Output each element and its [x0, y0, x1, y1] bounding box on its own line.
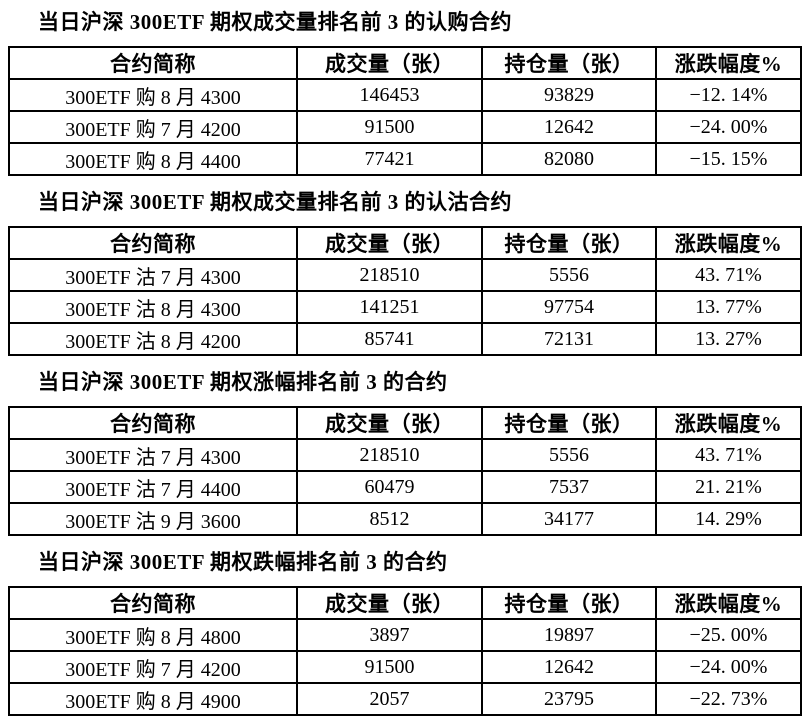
cell-contract-name: 300ETF 购 8 月 4900 — [8, 682, 298, 716]
header-row: 合约简称 成交量（张） 持仓量（张） 涨跌幅度% — [8, 586, 802, 620]
cell-change-pct: 21. 21% — [655, 470, 802, 504]
column-header-volume: 成交量（张） — [296, 46, 483, 80]
cell-change-pct: −24. 00% — [655, 650, 802, 684]
cell-change-pct: −15. 15% — [655, 142, 802, 176]
puts-volume-table: 合约简称 成交量（张） 持仓量（张） 涨跌幅度% 300ETF 沽 7 月 43… — [8, 226, 802, 356]
column-header-open-interest: 持仓量（张） — [481, 46, 657, 80]
cell-open-interest: 12642 — [481, 110, 657, 144]
header-row: 合约简称 成交量（张） 持仓量（张） 涨跌幅度% — [8, 46, 802, 80]
table-row: 300ETF 购 8 月 4800 3897 19897 −25. 00% — [8, 618, 802, 652]
section-volume-top3-calls: 当日沪深 300ETF 期权成交量排名前 3 的认购合约 合约简称 成交量（张）… — [0, 10, 809, 176]
cell-contract-name: 300ETF 沽 7 月 4300 — [8, 438, 298, 472]
table-row: 300ETF 沽 9 月 3600 8512 34177 14. 29% — [8, 502, 802, 536]
column-header-open-interest: 持仓量（张） — [481, 226, 657, 260]
section-top3-gainers: 当日沪深 300ETF 期权涨幅排名前 3 的合约 合约简称 成交量（张） 持仓… — [0, 370, 809, 536]
cell-open-interest: 7537 — [481, 470, 657, 504]
header-row: 合约简称 成交量（张） 持仓量（张） 涨跌幅度% — [8, 226, 802, 260]
cell-volume: 2057 — [296, 682, 483, 716]
table-row: 300ETF 购 7 月 4200 91500 12642 −24. 00% — [8, 650, 802, 684]
column-header-contract-name: 合约简称 — [8, 46, 298, 80]
column-header-contract-name: 合约简称 — [8, 226, 298, 260]
cell-volume: 85741 — [296, 322, 483, 356]
column-header-open-interest: 持仓量（张） — [481, 406, 657, 440]
column-header-volume: 成交量（张） — [296, 226, 483, 260]
cell-volume: 3897 — [296, 618, 483, 652]
table-row: 300ETF 沽 7 月 4400 60479 7537 21. 21% — [8, 470, 802, 504]
table-row: 300ETF 购 7 月 4200 91500 12642 −24. 00% — [8, 110, 802, 144]
column-header-contract-name: 合约简称 — [8, 406, 298, 440]
cell-contract-name: 300ETF 沽 8 月 4300 — [8, 290, 298, 324]
cell-open-interest: 82080 — [481, 142, 657, 176]
cell-volume: 91500 — [296, 650, 483, 684]
cell-open-interest: 12642 — [481, 650, 657, 684]
cell-open-interest: 34177 — [481, 502, 657, 536]
section-volume-top3-puts: 当日沪深 300ETF 期权成交量排名前 3 的认沽合约 合约简称 成交量（张）… — [0, 190, 809, 356]
column-header-change-pct: 涨跌幅度% — [655, 46, 802, 80]
column-header-volume: 成交量（张） — [296, 406, 483, 440]
table-row: 300ETF 沽 7 月 4300 218510 5556 43. 71% — [8, 258, 802, 292]
column-header-change-pct: 涨跌幅度% — [655, 406, 802, 440]
cell-contract-name: 300ETF 购 8 月 4300 — [8, 78, 298, 112]
section-title: 当日沪深 300ETF 期权涨幅排名前 3 的合约 — [38, 370, 448, 394]
cell-volume: 218510 — [296, 258, 483, 292]
cell-open-interest: 5556 — [481, 438, 657, 472]
cell-contract-name: 300ETF 沽 7 月 4300 — [8, 258, 298, 292]
gainers-table: 合约简称 成交量（张） 持仓量（张） 涨跌幅度% 300ETF 沽 7 月 43… — [8, 406, 802, 536]
section-title: 当日沪深 300ETF 期权成交量排名前 3 的认沽合约 — [38, 190, 513, 214]
cell-open-interest: 23795 — [481, 682, 657, 716]
column-header-change-pct: 涨跌幅度% — [655, 586, 802, 620]
cell-change-pct: −22. 73% — [655, 682, 802, 716]
cell-contract-name: 300ETF 购 7 月 4200 — [8, 110, 298, 144]
losers-table: 合约简称 成交量（张） 持仓量（张） 涨跌幅度% 300ETF 购 8 月 48… — [8, 586, 802, 716]
cell-contract-name: 300ETF 沽 7 月 4400 — [8, 470, 298, 504]
cell-contract-name: 300ETF 沽 9 月 3600 — [8, 502, 298, 536]
cell-change-pct: 43. 71% — [655, 258, 802, 292]
table-row: 300ETF 购 8 月 4300 146453 93829 −12. 14% — [8, 78, 802, 112]
header-row: 合约简称 成交量（张） 持仓量（张） 涨跌幅度% — [8, 406, 802, 440]
cell-change-pct: −12. 14% — [655, 78, 802, 112]
table-row: 300ETF 购 8 月 4900 2057 23795 −22. 73% — [8, 682, 802, 716]
cell-volume: 141251 — [296, 290, 483, 324]
cell-change-pct: 13. 77% — [655, 290, 802, 324]
section-title: 当日沪深 300ETF 期权成交量排名前 3 的认购合约 — [38, 10, 513, 34]
cell-volume: 77421 — [296, 142, 483, 176]
section-top3-losers: 当日沪深 300ETF 期权跌幅排名前 3 的合约 合约简称 成交量（张） 持仓… — [0, 550, 809, 716]
cell-change-pct: 14. 29% — [655, 502, 802, 536]
cell-open-interest: 19897 — [481, 618, 657, 652]
table-row: 300ETF 沽 8 月 4300 141251 97754 13. 77% — [8, 290, 802, 324]
cell-volume: 218510 — [296, 438, 483, 472]
column-header-open-interest: 持仓量（张） — [481, 586, 657, 620]
column-header-change-pct: 涨跌幅度% — [655, 226, 802, 260]
calls-volume-table: 合约简称 成交量（张） 持仓量（张） 涨跌幅度% 300ETF 购 8 月 43… — [8, 46, 802, 176]
table-row: 300ETF 购 8 月 4400 77421 82080 −15. 15% — [8, 142, 802, 176]
cell-open-interest: 97754 — [481, 290, 657, 324]
cell-contract-name: 300ETF 购 8 月 4400 — [8, 142, 298, 176]
cell-change-pct: −24. 00% — [655, 110, 802, 144]
column-header-volume: 成交量（张） — [296, 586, 483, 620]
table-row: 300ETF 沽 8 月 4200 85741 72131 13. 27% — [8, 322, 802, 356]
table-row: 300ETF 沽 7 月 4300 218510 5556 43. 71% — [8, 438, 802, 472]
section-title: 当日沪深 300ETF 期权跌幅排名前 3 的合约 — [38, 550, 448, 574]
column-header-contract-name: 合约简称 — [8, 586, 298, 620]
cell-change-pct: −25. 00% — [655, 618, 802, 652]
cell-open-interest: 72131 — [481, 322, 657, 356]
cell-contract-name: 300ETF 购 7 月 4200 — [8, 650, 298, 684]
cell-contract-name: 300ETF 购 8 月 4800 — [8, 618, 298, 652]
cell-contract-name: 300ETF 沽 8 月 4200 — [8, 322, 298, 356]
cell-change-pct: 43. 71% — [655, 438, 802, 472]
cell-open-interest: 5556 — [481, 258, 657, 292]
cell-volume: 60479 — [296, 470, 483, 504]
cell-volume: 91500 — [296, 110, 483, 144]
cell-volume: 8512 — [296, 502, 483, 536]
cell-volume: 146453 — [296, 78, 483, 112]
cell-change-pct: 13. 27% — [655, 322, 802, 356]
cell-open-interest: 93829 — [481, 78, 657, 112]
